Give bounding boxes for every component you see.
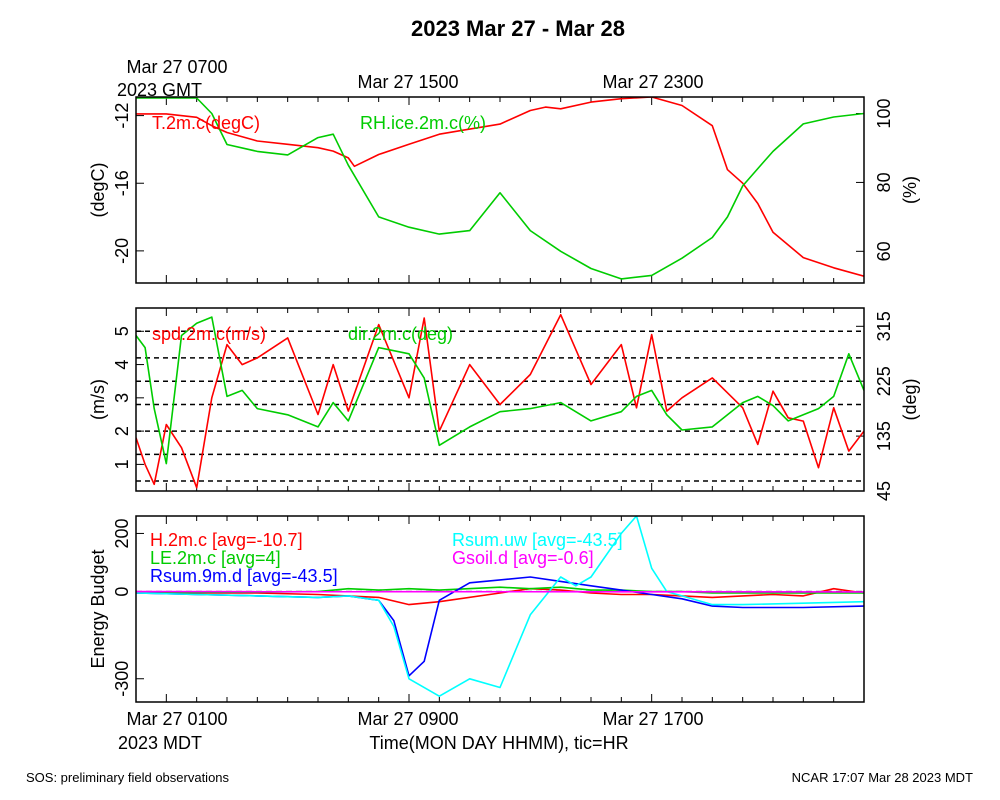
- y-axis-title-left: Energy Budget: [88, 549, 108, 668]
- y-tick-label-right-2: 100: [874, 99, 894, 129]
- legend-rh-ice-2m-c-: RH.ice.2m.c(%): [360, 113, 486, 133]
- series-group: [136, 97, 864, 280]
- legend-spd-2m-c-m-s-: spd.2m.c(m/s): [152, 324, 266, 344]
- y-tick-label-left-2: -300: [112, 661, 132, 697]
- panel-frame: [135, 515, 865, 703]
- legend-rsum-9m-d: Rsum.9m.d [avg=-43.5]: [150, 566, 338, 586]
- y-tick-label-left-4: 5: [112, 326, 132, 336]
- top-time-axis-labels: Mar 27 0700 2023 GMT Mar 27 1500 Mar 27 …: [117, 57, 704, 100]
- bottom-time-label-1: Mar 27 0900: [357, 709, 458, 729]
- legend-dir-2m-c-deg-: dir.2m.c(deg): [348, 324, 453, 344]
- bottom-time-axis-labels: Mar 27 0100 2023 MDT Mar 27 0900 Mar 27 …: [118, 709, 704, 753]
- series-line-t-2m-c-degc-: [136, 97, 864, 277]
- y-tick-label-right-3: 315: [874, 311, 894, 341]
- x-axis-title: Time(MON DAY HHMM), tic=HR: [369, 733, 628, 753]
- series-group: [136, 313, 864, 489]
- y-axis-title-left: (degC): [88, 162, 108, 217]
- series-line-rh-ice-2m-c-: [136, 97, 864, 280]
- top-time-zone: 2023 GMT: [117, 80, 202, 100]
- bottom-time-label-0: Mar 27 0100: [126, 709, 227, 729]
- footer-left: SOS: preliminary field observations: [26, 770, 230, 785]
- chart-title: 2023 Mar 27 - Mar 28: [411, 16, 625, 41]
- legend-h-2m-c: H.2m.c [avg=-10.7]: [150, 530, 303, 550]
- series-line-rsum-uw: [136, 516, 864, 698]
- legend-gsoil-d: Gsoil.d [avg=-0.6]: [452, 548, 594, 568]
- y-tick-label-right-0: 60: [874, 241, 894, 261]
- top-time-label-2: Mar 27 2300: [602, 72, 703, 92]
- y-axis-title-right: (deg): [900, 378, 920, 420]
- y-tick-label-left-2: 3: [112, 393, 132, 403]
- series-line-spd-2m-c-m-s-: [136, 313, 864, 489]
- y-tick-label-right-1: 80: [874, 172, 894, 192]
- y-tick-label-left-1: 2: [112, 426, 132, 436]
- panel-frame: [135, 307, 865, 492]
- panel-frame: [135, 96, 865, 284]
- y-tick-label-left-0: 1: [112, 459, 132, 469]
- y-axis-title-right: (%): [900, 176, 920, 204]
- series-group: [136, 516, 864, 698]
- legend-rsum-uw: Rsum.uw [avg=-43.5]: [452, 530, 623, 550]
- footer-right: NCAR 17:07 Mar 28 2023 MDT: [792, 770, 973, 785]
- series-line-dir-2m-c-deg-: [136, 316, 864, 465]
- y-tick-label-left-1: -16: [112, 170, 132, 196]
- top-time-label-0: Mar 27 0700: [126, 57, 227, 77]
- top-time-label-1: Mar 27 1500: [357, 72, 458, 92]
- y-tick-label-left-2: -20: [112, 238, 132, 264]
- legend-t-2m-c-degc-: T.2m.c(degC): [152, 113, 260, 133]
- y-tick-label-left-0: 200: [112, 518, 132, 548]
- y-tick-label-left-0: -12: [112, 103, 132, 129]
- legend-le-2m-c: LE.2m.c [avg=4]: [150, 548, 281, 568]
- panel-temperature-humidity: -12 -16 -20 60 80 100 (degC) (%) T.2m.c(degC) RH.…: [88, 96, 920, 284]
- chart-panels: -12 -16 -20 60 80 100 (degC) (%) T.2m.c(degC) RH.…: [88, 96, 920, 703]
- y-tick-label-right-2: 225: [874, 366, 894, 396]
- y-tick-label-left-3: 4: [112, 360, 132, 370]
- bottom-time-label-2: Mar 27 1700: [602, 709, 703, 729]
- y-tick-label-left-1: 0: [112, 587, 132, 597]
- bottom-time-zone: 2023 MDT: [118, 733, 202, 753]
- y-tick-label-right-1: 135: [874, 421, 894, 451]
- y-tick-label-right-0: 45: [874, 481, 894, 501]
- y-axis-title-left: (m/s): [88, 379, 108, 420]
